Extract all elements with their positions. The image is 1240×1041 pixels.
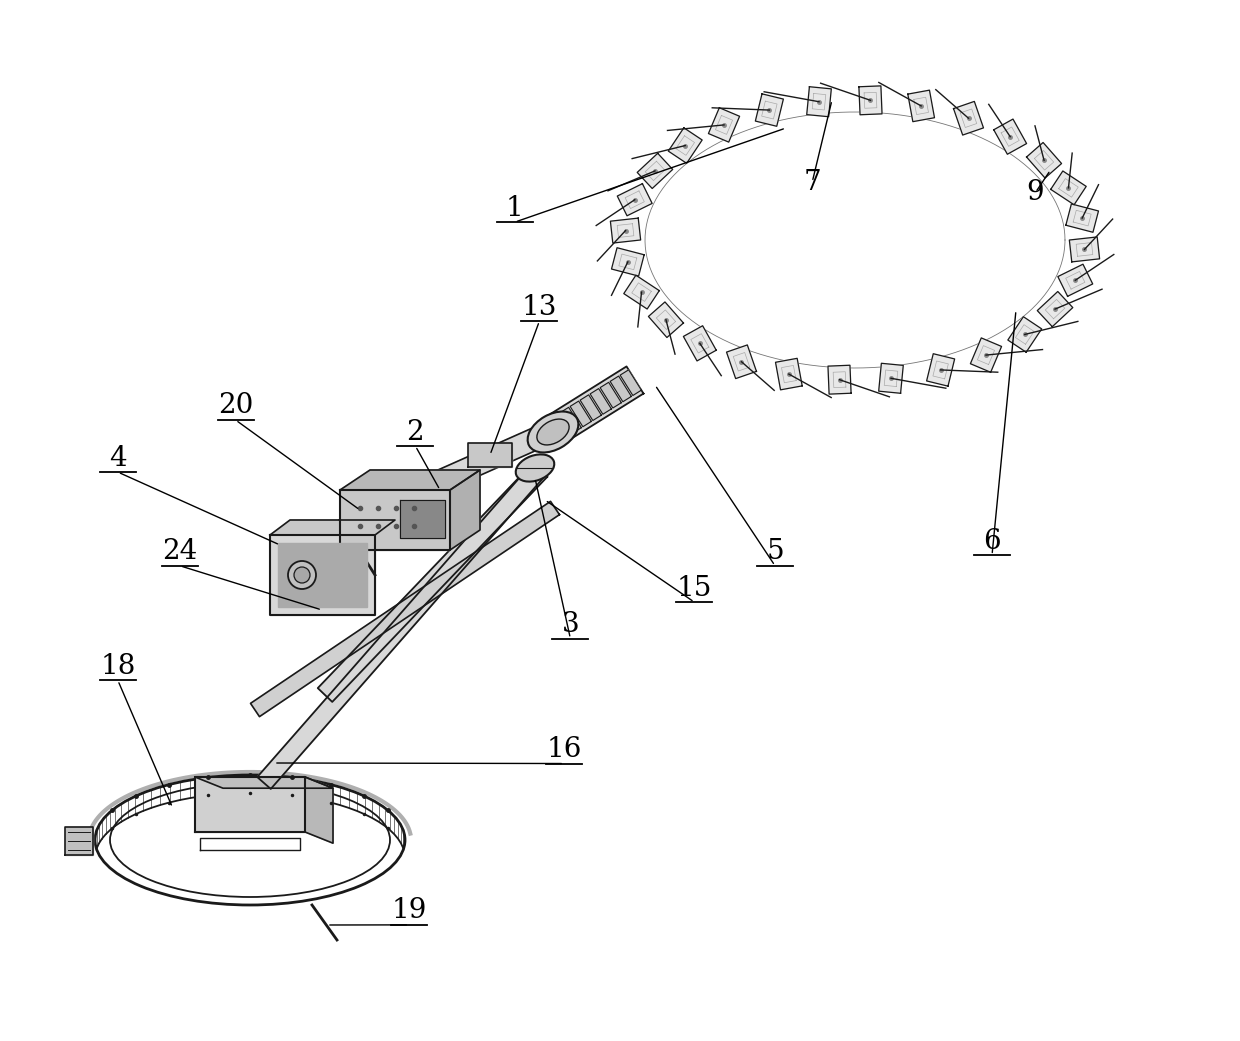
Polygon shape [580, 395, 601, 421]
Polygon shape [618, 183, 652, 215]
Polygon shape [683, 326, 717, 361]
Polygon shape [1058, 264, 1092, 297]
Polygon shape [708, 108, 739, 142]
Polygon shape [278, 543, 367, 607]
Polygon shape [257, 462, 547, 789]
Polygon shape [270, 520, 396, 535]
Polygon shape [340, 469, 480, 490]
Polygon shape [317, 463, 547, 702]
Ellipse shape [537, 420, 569, 445]
Text: 5: 5 [766, 538, 784, 565]
Polygon shape [64, 827, 93, 855]
Polygon shape [637, 153, 673, 188]
Polygon shape [993, 119, 1027, 154]
Polygon shape [971, 338, 1002, 373]
Text: 18: 18 [100, 653, 135, 680]
Text: 1: 1 [506, 195, 523, 222]
Polygon shape [1066, 204, 1099, 232]
Text: 6: 6 [983, 528, 1001, 555]
Polygon shape [1027, 143, 1061, 178]
Polygon shape [467, 443, 512, 467]
Polygon shape [624, 275, 660, 309]
Polygon shape [954, 101, 983, 135]
Polygon shape [305, 777, 334, 843]
Polygon shape [590, 388, 611, 414]
Polygon shape [401, 500, 445, 538]
Polygon shape [415, 420, 559, 500]
Polygon shape [620, 370, 641, 396]
Polygon shape [357, 483, 423, 523]
Ellipse shape [516, 455, 554, 482]
Polygon shape [270, 535, 374, 615]
Ellipse shape [288, 561, 316, 589]
Polygon shape [195, 777, 305, 832]
Text: 2: 2 [407, 418, 424, 446]
Text: 9: 9 [1027, 179, 1044, 206]
Polygon shape [610, 376, 631, 402]
Polygon shape [926, 354, 955, 386]
Polygon shape [250, 502, 559, 716]
Polygon shape [450, 469, 480, 550]
Ellipse shape [528, 411, 578, 453]
Polygon shape [600, 382, 621, 408]
Text: 16: 16 [547, 736, 582, 763]
Polygon shape [775, 358, 802, 389]
Polygon shape [560, 407, 582, 433]
Polygon shape [649, 302, 683, 337]
Polygon shape [547, 366, 644, 443]
Polygon shape [611, 248, 644, 276]
Text: 13: 13 [522, 294, 557, 321]
Polygon shape [1050, 171, 1086, 205]
Polygon shape [1069, 237, 1100, 262]
Polygon shape [1038, 291, 1073, 327]
Polygon shape [200, 838, 300, 850]
Polygon shape [570, 401, 591, 427]
Polygon shape [1008, 316, 1042, 352]
Polygon shape [340, 490, 450, 550]
Polygon shape [551, 413, 572, 439]
Text: 24: 24 [162, 538, 197, 565]
Text: 4: 4 [109, 445, 126, 472]
Text: 19: 19 [392, 897, 427, 924]
Ellipse shape [294, 567, 310, 583]
Polygon shape [807, 86, 831, 117]
Polygon shape [879, 363, 903, 393]
Text: 20: 20 [218, 392, 253, 420]
Text: 15: 15 [677, 575, 712, 602]
Polygon shape [195, 777, 334, 788]
Polygon shape [859, 85, 882, 115]
Polygon shape [610, 219, 641, 243]
Polygon shape [908, 91, 935, 122]
Polygon shape [668, 128, 702, 163]
Polygon shape [727, 345, 756, 379]
Ellipse shape [110, 783, 391, 897]
Text: 3: 3 [562, 611, 579, 638]
Polygon shape [755, 94, 784, 126]
Text: 7: 7 [804, 169, 821, 196]
Polygon shape [828, 365, 851, 395]
